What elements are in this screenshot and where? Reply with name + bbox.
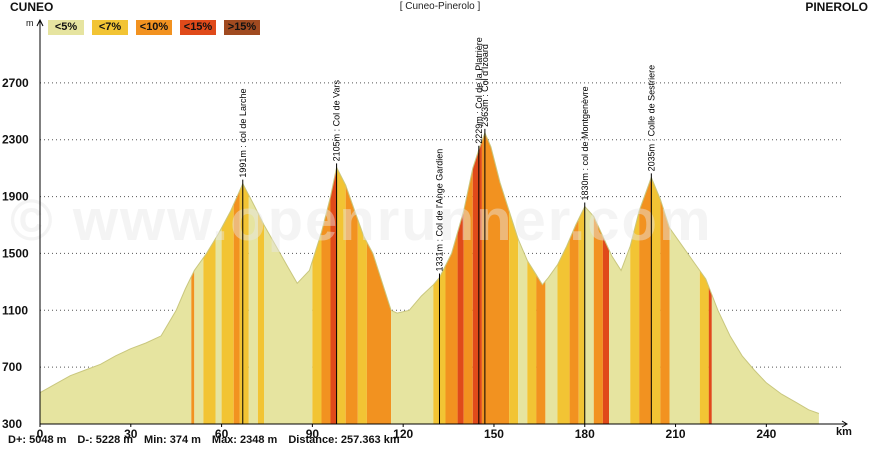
col-label: 2229m : Col de la Platrière bbox=[474, 37, 484, 144]
x-axis-arrow bbox=[841, 420, 848, 428]
x-tick-label: 30 bbox=[124, 427, 138, 441]
route-name: [ Cuneo-Pinerolo ] bbox=[399, 1, 481, 12]
x-tick-labels: 0 30 60 90 120 150 180 210 240 bbox=[37, 424, 777, 441]
gradient-band bbox=[651, 132, 661, 424]
stat-distance: Distance: 257.363 km bbox=[288, 434, 400, 446]
legend-item-over-15: >15% bbox=[224, 20, 260, 35]
gradient-band bbox=[584, 132, 594, 424]
gradient-band bbox=[321, 132, 331, 424]
col-annotations: 1991m : col de Larche 2105m : Col de Vars… bbox=[238, 37, 656, 424]
col-label: 1830m : col de Montgenèvre bbox=[580, 86, 590, 200]
gradient-band bbox=[472, 132, 482, 424]
gradient-band bbox=[639, 132, 652, 424]
col-label: 2105m : Col de Vars bbox=[332, 80, 342, 162]
gradient-band bbox=[518, 132, 528, 424]
gradient-band bbox=[463, 132, 473, 424]
y-axis-unit: m bbox=[26, 18, 34, 28]
gradient-band bbox=[593, 132, 603, 424]
col-label: 1331m : Col de l'Ange Gardien bbox=[435, 149, 445, 272]
col-label: 1991m : col de Larche bbox=[238, 89, 248, 178]
legend-item-under-5: <5% bbox=[48, 20, 84, 35]
y-tick-labels: 300 700 1100 1500 1900 2300 2700 bbox=[2, 76, 29, 431]
gradient-legend: <5% <7% <10% <15% >15% bbox=[48, 20, 260, 35]
gradient-band bbox=[578, 132, 585, 424]
gradient-band bbox=[711, 132, 819, 424]
gradient-band bbox=[602, 132, 609, 424]
gradient-band bbox=[457, 132, 464, 424]
legend-item-under-15: <15% bbox=[180, 20, 216, 35]
x-tick-label: 120 bbox=[393, 427, 413, 441]
x-tick-label: 150 bbox=[484, 427, 504, 441]
watermark: © www.openrunner.com bbox=[10, 188, 713, 253]
legend-item-under-10: <10% bbox=[136, 20, 172, 35]
x-tick-label: 180 bbox=[575, 427, 595, 441]
start-town: CUNEO bbox=[10, 0, 54, 14]
gradient-band bbox=[194, 132, 204, 424]
gradient-band bbox=[336, 132, 346, 424]
gradient-band bbox=[312, 132, 322, 424]
y-tick-label: 1100 bbox=[2, 303, 28, 317]
x-tick-label: 60 bbox=[215, 427, 229, 441]
stat-elevation-gain: D+: 5048 m bbox=[8, 434, 67, 446]
gradient-band bbox=[494, 132, 510, 424]
stat-elevation-loss: D-: 5228 m bbox=[77, 434, 134, 446]
gradient-band bbox=[509, 132, 519, 424]
end-town: PINEROLO bbox=[805, 0, 868, 14]
x-tick-label: 210 bbox=[666, 427, 686, 441]
gradient-band bbox=[330, 132, 337, 424]
gradient-band bbox=[630, 132, 640, 424]
gradient-band bbox=[527, 132, 537, 424]
x-axis-unit: km bbox=[836, 426, 852, 438]
gradient-band bbox=[239, 132, 249, 424]
gradient-band bbox=[233, 132, 240, 424]
gradient-band bbox=[257, 132, 264, 424]
gradient-band bbox=[366, 132, 373, 424]
legend-item-under-7: <7% bbox=[92, 20, 128, 35]
y-tick-label: 300 bbox=[2, 417, 22, 431]
stat-min-elevation: Min: 374 m bbox=[144, 434, 201, 446]
gradient-band bbox=[215, 132, 222, 424]
gradient-band bbox=[569, 132, 579, 424]
gradient-band bbox=[660, 132, 670, 424]
y-tick-label: 1900 bbox=[2, 190, 29, 204]
x-tick-label: 0 bbox=[37, 427, 44, 441]
col-label: 2363m : Col d'Izoard bbox=[480, 44, 490, 127]
y-tick-label: 1500 bbox=[2, 246, 29, 260]
x-tick-label: 240 bbox=[756, 427, 776, 441]
x-tick-label: 90 bbox=[306, 427, 320, 441]
y-tick-label: 700 bbox=[2, 360, 22, 374]
profile-outline bbox=[39, 131, 820, 414]
gradient-band bbox=[357, 132, 367, 424]
stat-max-elevation: Max: 2348 m bbox=[211, 434, 278, 446]
y-axis-arrow bbox=[36, 18, 44, 27]
route-stats: D+: 5048 m D-: 5228 m Min: 374 m Max: 23… bbox=[8, 434, 400, 446]
y-tick-label: 2300 bbox=[2, 133, 29, 147]
gradient-band bbox=[191, 132, 195, 424]
gradient-band bbox=[699, 132, 709, 424]
axes bbox=[36, 18, 848, 428]
gradient-band bbox=[248, 132, 258, 424]
y-tick-label: 2700 bbox=[2, 76, 29, 90]
col-label: 2035m : Colle de Sestriere bbox=[646, 65, 656, 172]
